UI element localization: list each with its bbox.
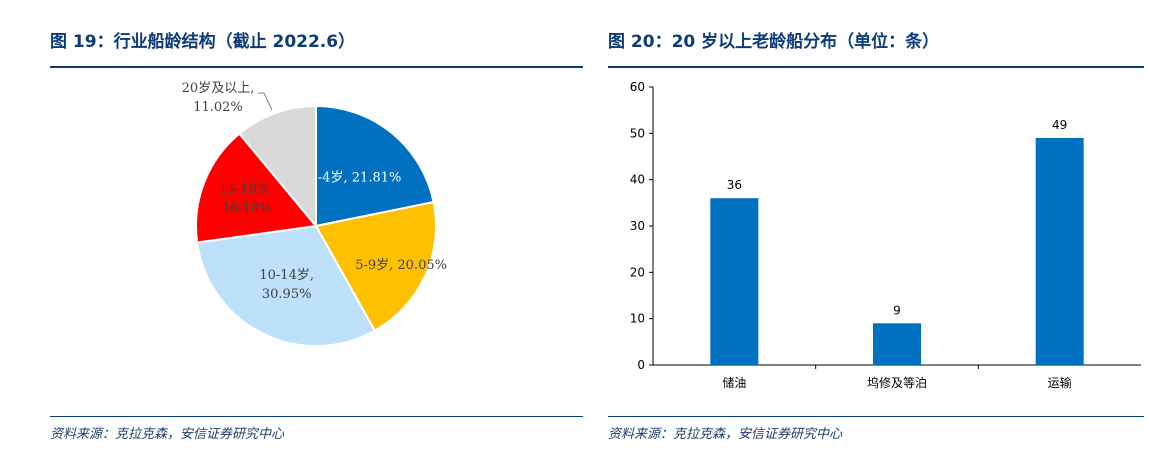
y-tick-label: 10 bbox=[630, 312, 645, 326]
x-category-label: 储油 bbox=[722, 375, 746, 390]
y-tick-label: 40 bbox=[630, 173, 645, 187]
bar-source-note: 资料来源：克拉克森，安信证券研究中心 bbox=[608, 427, 843, 442]
pie-chart: 0-4岁, 21.81% 5-9岁, 20.05% 10-14岁, 30.95% 15-… bbox=[182, 81, 447, 347]
bar-data-label: 9 bbox=[893, 303, 901, 317]
bar-chart: 0 10 20 30 40 50 60 36 储油 9 坞修及等泊 49 运输 bbox=[630, 80, 1141, 390]
pie-slice bbox=[315, 104, 435, 228]
bar-panel: 图 20：20 岁以上老龄船分布（单位：条） 0 10 20 30 40 50 60 36 储油… bbox=[605, 0, 1149, 451]
pie-slice-label: 5-9岁, 20.05% bbox=[355, 258, 447, 273]
y-tick-label: 30 bbox=[630, 219, 645, 233]
pie-slice-label: 0-4岁, 21.81% bbox=[310, 171, 402, 186]
pie-bottom-rule bbox=[50, 416, 583, 417]
bar bbox=[1035, 137, 1084, 365]
pie-source-note: 资料来源：克拉克森，安信证券研究中心 bbox=[50, 427, 285, 442]
bar bbox=[710, 198, 759, 365]
y-tick-label: 0 bbox=[637, 358, 645, 372]
pie-slice bbox=[196, 224, 377, 347]
pie-slice-label: 10-14岁, 30.95% bbox=[259, 268, 314, 302]
pie-top-rule bbox=[50, 66, 583, 68]
pie-leader-line bbox=[258, 92, 273, 111]
x-category-label: 坞修及等泊 bbox=[867, 375, 927, 390]
bar-data-label: 36 bbox=[727, 178, 742, 192]
y-tick-label: 20 bbox=[630, 265, 645, 279]
bar-top-rule bbox=[608, 66, 1144, 68]
pie-slice bbox=[237, 104, 317, 229]
bar bbox=[873, 323, 921, 365]
pie-slice-label: 15-19岁, 16.18% bbox=[219, 182, 274, 216]
y-tick-label: 50 bbox=[630, 126, 645, 140]
pie-panel: 图 19：行业船龄结构（截止 2022.6） 0-4岁, 21.81% 5-9岁,… bbox=[50, 32, 583, 442]
bar-bottom-rule bbox=[608, 416, 1144, 417]
pie-slice-label: 20岁及以上, 11.02% bbox=[182, 81, 255, 115]
bar-data-label: 49 bbox=[1052, 118, 1067, 132]
pie-slice bbox=[195, 132, 318, 244]
x-category-label: 运输 bbox=[1048, 375, 1072, 390]
y-tick-label: 60 bbox=[630, 80, 645, 94]
pie-chart-title: 图 19：行业船龄结构（截止 2022.6） bbox=[50, 32, 356, 52]
pie-slice bbox=[314, 200, 437, 332]
bar-chart-title: 图 20：20 岁以上老龄船分布（单位：条） bbox=[608, 32, 940, 52]
